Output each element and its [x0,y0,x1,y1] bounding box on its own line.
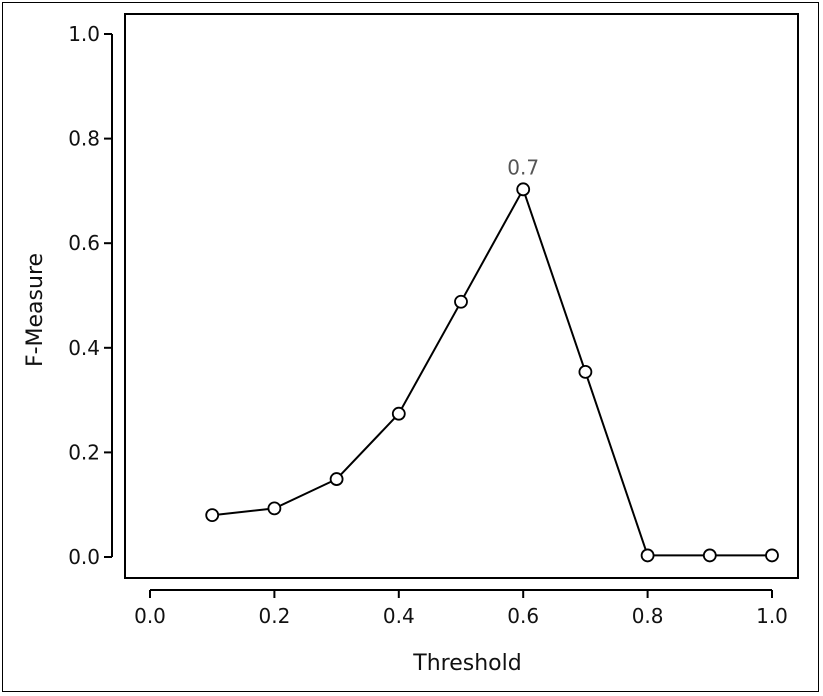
data-point [578,364,593,379]
x-tick-label: 1.0 [756,604,788,628]
data-point [267,501,282,516]
y-tick-label: 0.6 [68,231,100,255]
series-layer [205,182,779,563]
data-point [391,406,406,421]
x-axis: 0.0 0.2 0.4 0.6 0.8 1.0 [134,589,788,628]
annotation-layer: 0.7 [507,155,539,179]
data-point [765,548,779,563]
x-tick-label: 0.0 [134,604,166,628]
x-tick-label: 0.6 [507,604,539,628]
series-line [212,186,772,557]
y-tick-label: 1.0 [68,22,100,46]
plot-area [124,13,799,579]
data-point [516,182,531,197]
peak-label: 0.7 [507,155,539,179]
data-point [454,294,468,309]
y-tick-label: 0.4 [68,336,100,360]
plot-border [124,13,799,579]
data-point [205,508,220,523]
data-point [640,548,655,563]
x-tick-label: 0.8 [632,604,664,628]
x-axis-title: Threshold [412,651,521,676]
data-point [702,548,717,563]
y-axis: 0.0 0.2 0.4 0.6 0.8 1.0 [68,22,113,569]
y-tick-label: 0.8 [68,127,100,151]
data-point [329,472,344,486]
y-tick-label: 0.0 [68,545,100,569]
y-axis-title: F-Measure [23,253,48,367]
x-tick-label: 0.4 [383,604,415,628]
y-tick-label: 0.2 [68,440,100,464]
x-tick-label: 0.2 [258,604,290,628]
